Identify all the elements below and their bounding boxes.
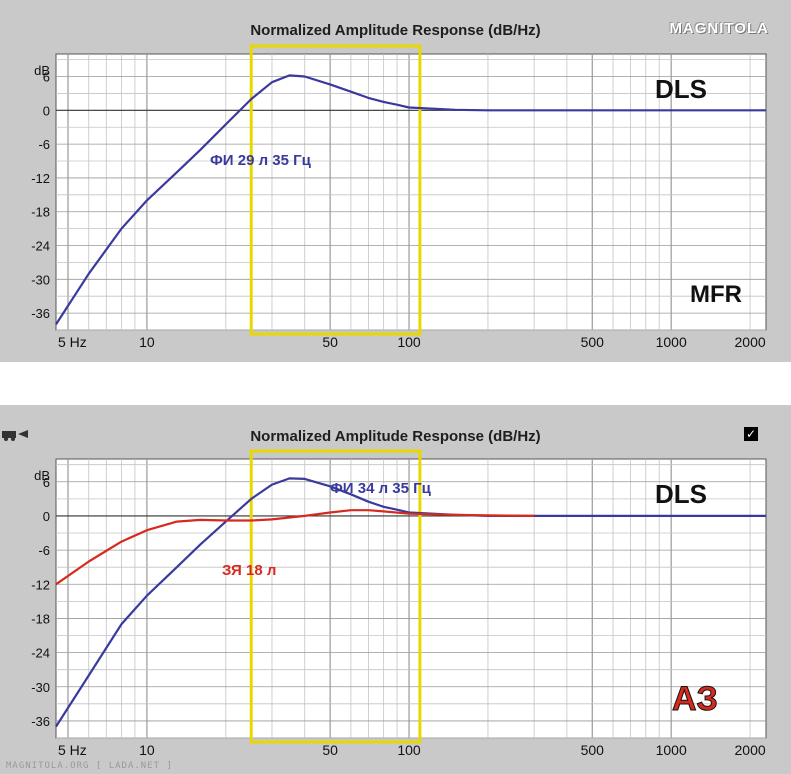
grid [56, 54, 766, 331]
plot-area [55, 53, 767, 331]
x-tick-label: 2000 [735, 742, 766, 758]
y-unit-label: dB [34, 63, 50, 78]
annotation-label-blue: ФИ 34 л 35 Гц [330, 480, 432, 497]
y-tick-label: 6 [43, 70, 50, 85]
grid [56, 459, 766, 739]
check-icon[interactable]: ✓ [744, 427, 758, 441]
x-tick-label: 10 [139, 334, 155, 350]
y-unit-label: dB [34, 468, 50, 483]
y-tick-label: 6 [43, 475, 50, 490]
y-tick-label: -18 [31, 611, 50, 626]
x-tick-label: 1000 [656, 742, 687, 758]
y-tick-label: -30 [31, 272, 50, 287]
x-tick-label: 100 [397, 742, 421, 758]
y-tick-label: -6 [38, 543, 50, 558]
y-tick-label: -36 [31, 714, 50, 729]
brand-logo: MAGNITOLA [669, 20, 769, 37]
corner-label-dls: DLS [655, 479, 707, 509]
watermark: MAGNITOLA.ORG [ LADA.NET ] [6, 761, 173, 771]
y-tick-label: 0 [43, 509, 50, 524]
y-tick-label: -18 [31, 205, 50, 220]
annotation-label-red: ЗЯ 18 л [222, 562, 276, 579]
chart-panel-top: Normalized Amplitude Response (dB/Hz) MA… [0, 0, 791, 362]
chart-title: Normalized Amplitude Response (dB/Hz) [250, 428, 541, 445]
x-tick-label: 500 [581, 742, 605, 758]
corner-label-mfr: MFR [690, 281, 742, 308]
y-tick-label: -12 [31, 171, 50, 186]
chart-plot-bottom: 6 0 -6 -12 -18 -24 -30 -36 dB 5 Hz 10 50 100 500 1000 2… [31, 449, 767, 758]
y-tick-label: -36 [31, 306, 50, 321]
plot-area [55, 458, 767, 739]
az-logo: АЗ [672, 680, 718, 718]
highlight-box [249, 449, 422, 744]
y-tick-label: 0 [43, 103, 50, 118]
y-tick-label: -30 [31, 680, 50, 695]
y-tick-label: -24 [31, 646, 50, 661]
highlight-box [249, 44, 422, 336]
x-tick-label: 5 Hz [58, 334, 87, 350]
x-tick-label: 1000 [656, 334, 687, 350]
y-tick-label: -24 [31, 239, 50, 254]
series-line [55, 509, 535, 586]
x-tick-label: 10 [139, 742, 155, 758]
chart-title: Normalized Amplitude Response (dB/Hz) [250, 22, 541, 39]
y-tick-label: -12 [31, 577, 50, 592]
annotation-label: ФИ 29 л 35 Гц [210, 152, 312, 169]
x-tick-label: 5 Hz [58, 742, 87, 758]
x-tick-label: 2000 [735, 334, 766, 350]
corner-label-dls: DLS [655, 74, 707, 104]
y-tick-label: -6 [38, 137, 50, 152]
x-tick-label: 100 [397, 334, 421, 350]
chart-plot-top: 6 0 -6 -12 -18 -24 -30 -36 dB 5 Hz 10 50 100 500 1000 2… [31, 44, 767, 350]
x-tick-label: 50 [322, 742, 338, 758]
speaker-icon [2, 430, 28, 441]
x-tick-label: 500 [581, 334, 605, 350]
chart-panel-bottom: Normalized Amplitude Response (dB/Hz) ✓ … [0, 405, 791, 774]
series-line [55, 74, 766, 325]
x-tick-label: 50 [322, 334, 338, 350]
